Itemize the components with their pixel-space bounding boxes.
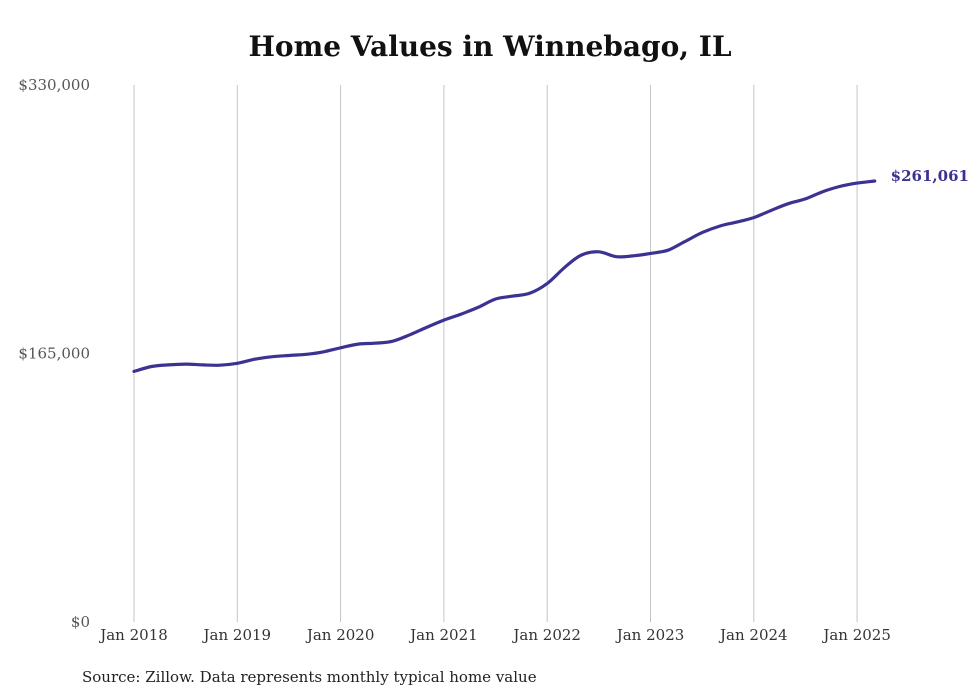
source-note: Source: Zillow. Data represents monthly … [82, 668, 537, 686]
x-tick-label: Jan 2022 [511, 626, 581, 644]
x-tick-label: Jan 2018 [98, 626, 168, 644]
chart-title: Home Values in Winnebago, IL [248, 30, 732, 63]
x-tick-label: Jan 2025 [821, 626, 891, 644]
x-tick-label: Jan 2023 [615, 626, 685, 644]
x-tick-label: Jan 2024 [718, 626, 788, 644]
x-axis-ticks: Jan 2018 Jan 2019 Jan 2020 Jan 2021 Jan 2022… [98, 626, 891, 644]
y-tick-label: $165,000 [18, 345, 90, 363]
y-tick-label: $330,000 [18, 76, 90, 94]
gridlines [133, 85, 858, 622]
y-axis-ticks: $0 $165,000 $330,000 [18, 76, 90, 631]
home-value-line [132, 179, 877, 373]
x-tick-label: Jan 2021 [408, 626, 478, 644]
last-value-label: $261,061 [891, 167, 969, 185]
y-tick-label: $0 [71, 613, 90, 631]
x-tick-label: Jan 2019 [202, 626, 272, 644]
x-tick-label: Jan 2020 [305, 626, 375, 644]
